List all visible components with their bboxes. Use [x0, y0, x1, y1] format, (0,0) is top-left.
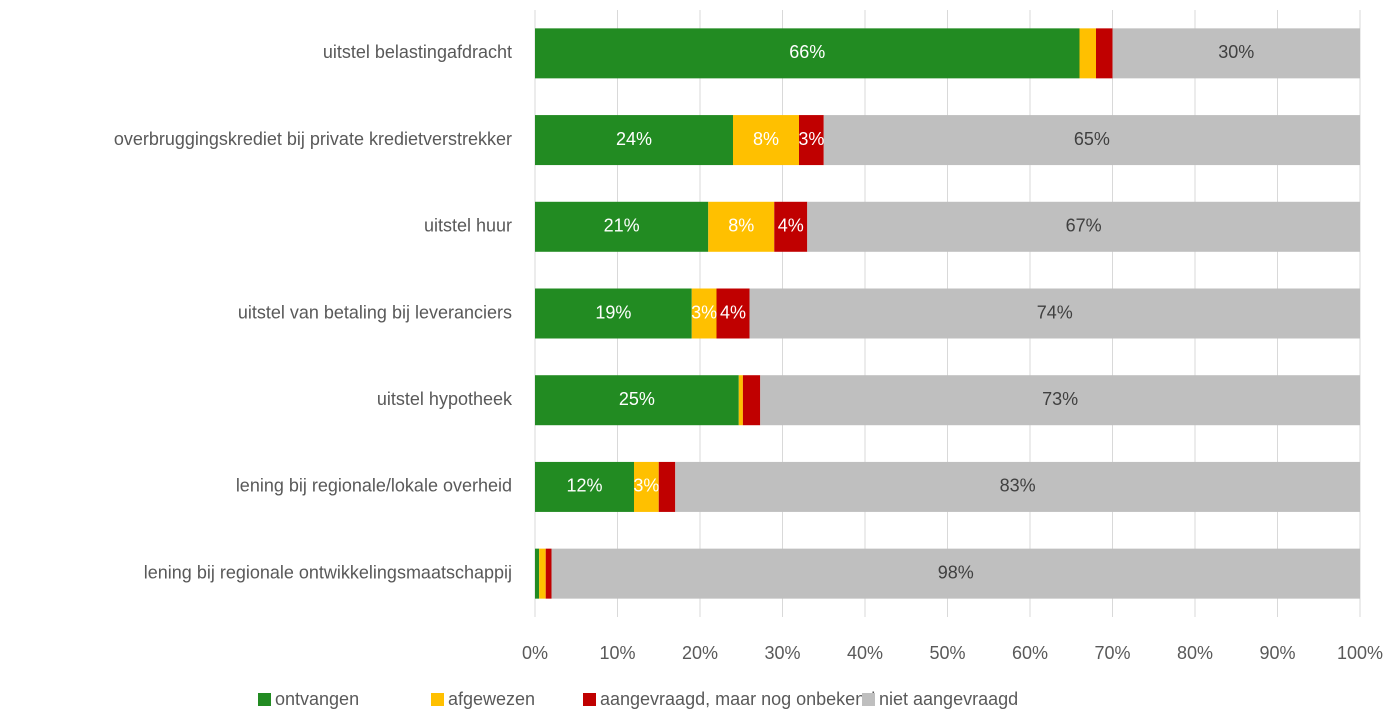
x-tick-label: 60% [1012, 643, 1048, 663]
x-tick-label: 20% [682, 643, 718, 663]
y-tick-label: uitstel van betaling bij leveranciers [238, 302, 512, 322]
bar-segment [535, 548, 540, 599]
bar-segment [535, 288, 692, 339]
data-label: 74% [1037, 302, 1073, 322]
bar-segment [535, 201, 709, 252]
bar-segment [733, 115, 799, 166]
y-tick-label: uitstel belastingafdracht [323, 42, 512, 62]
bar-segment [774, 201, 808, 252]
data-label: 30% [1218, 42, 1254, 62]
data-label: 25% [619, 389, 655, 409]
data-label: 19% [595, 302, 631, 322]
bar-segment [742, 375, 761, 426]
data-label: 4% [720, 302, 746, 322]
bar-segment [738, 375, 743, 426]
data-label: 66% [789, 42, 825, 62]
data-label: 98% [938, 562, 974, 582]
bar-segment [634, 461, 659, 512]
x-tick-label: 40% [847, 643, 883, 663]
bar-segment [1112, 28, 1360, 79]
data-label: 65% [1074, 129, 1110, 149]
bar-segment [1079, 28, 1096, 79]
x-tick-label: 30% [764, 643, 800, 663]
data-label: 8% [728, 216, 754, 236]
bar-segment [1096, 28, 1113, 79]
data-label: 83% [1000, 476, 1036, 496]
bar-segment [535, 28, 1080, 79]
bar-segment [675, 461, 1360, 512]
legend-swatch [431, 693, 444, 706]
bar-segment [535, 461, 634, 512]
legend-swatch [862, 693, 875, 706]
data-label: 73% [1042, 389, 1078, 409]
bar-segment [749, 288, 1360, 339]
bar-segment [823, 115, 1360, 166]
bar-segment [807, 201, 1360, 252]
legend-swatch [583, 693, 596, 706]
legend-swatch [258, 693, 271, 706]
data-label: 67% [1066, 216, 1102, 236]
bar-segment [551, 548, 1360, 599]
data-label: 24% [616, 129, 652, 149]
bar-segment [539, 548, 546, 599]
bar-segment [658, 461, 676, 512]
data-label: 3% [798, 129, 824, 149]
x-tick-label: 70% [1094, 643, 1130, 663]
bar-segment [716, 288, 750, 339]
x-tick-label: 90% [1259, 643, 1295, 663]
x-tick-label: 50% [929, 643, 965, 663]
bar-segment [691, 288, 717, 339]
legend-label: afgewezen [448, 689, 535, 709]
y-tick-label: lening bij regionale/lokale overheid [236, 476, 512, 496]
y-tick-label: uitstel huur [424, 216, 512, 236]
data-label: 12% [566, 476, 602, 496]
data-label: 8% [753, 129, 779, 149]
legend-label: niet aangevraagd [879, 689, 1018, 709]
x-tick-label: 0% [522, 643, 548, 663]
data-label: 3% [633, 476, 659, 496]
bar-segment [708, 201, 775, 252]
bar-segment [545, 548, 552, 599]
bar-segment [535, 375, 739, 426]
x-tick-label: 100% [1337, 643, 1383, 663]
legend-label: ontvangen [275, 689, 359, 709]
data-label: 21% [604, 216, 640, 236]
bar-segment [535, 115, 733, 166]
y-tick-label: overbruggingskrediet bij private krediet… [114, 129, 512, 149]
bar-segment [799, 115, 824, 166]
x-tick-label: 10% [599, 643, 635, 663]
y-tick-label: uitstel hypotheek [377, 389, 513, 409]
bar-segment [760, 375, 1360, 426]
x-tick-label: 80% [1177, 643, 1213, 663]
y-tick-label: lening bij regionale ontwikkelingsmaatsc… [144, 562, 512, 582]
data-label: 3% [691, 302, 717, 322]
legend-label: aangevraagd, maar nog onbekend [600, 689, 875, 709]
data-label: 4% [778, 216, 804, 236]
